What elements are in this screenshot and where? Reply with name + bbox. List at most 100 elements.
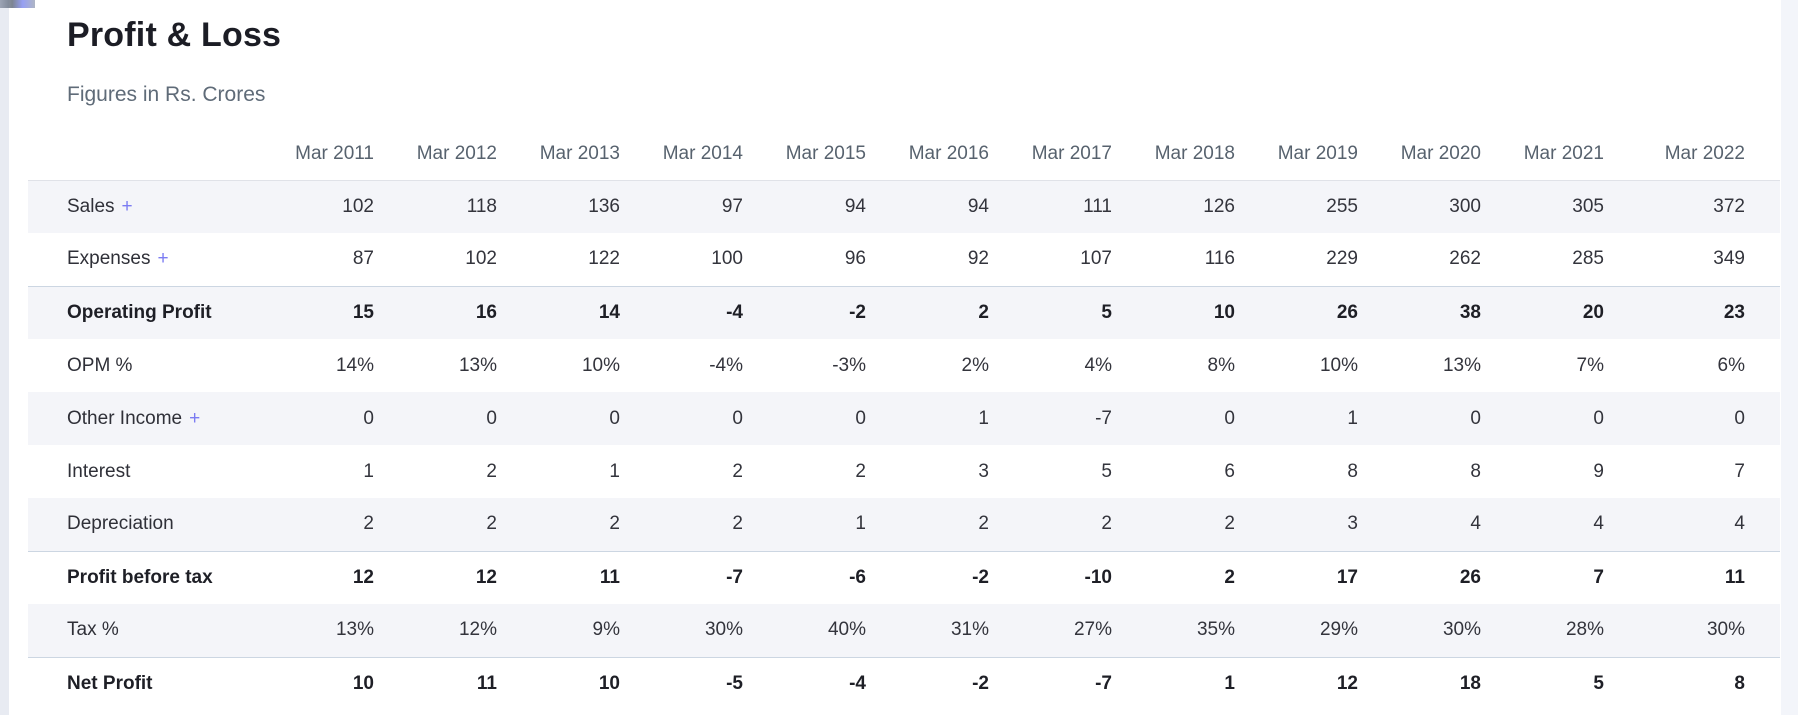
page-left-gutter xyxy=(0,0,9,715)
value-cell: 1 xyxy=(363,460,374,482)
value-cell: 4 xyxy=(1593,513,1604,535)
value-cell: 102 xyxy=(465,248,497,270)
value-cell: 372 xyxy=(1713,195,1745,217)
value-cell: 26 xyxy=(1459,566,1481,588)
value-cell: 0 xyxy=(609,407,620,429)
plus-icon[interactable]: + xyxy=(189,407,201,429)
table-row: Tax % 13% 12% 9% 30% 40% 31% 27% 35% 29% 30% 28% 30% xyxy=(28,604,1780,657)
table-row: OPM % 14% 13% 10% -4% -3% 2% 4% 8% 10% 13% 7% 6% xyxy=(28,339,1780,392)
row-label-text: Profit before tax xyxy=(67,566,213,588)
value-cell: 3 xyxy=(1347,513,1358,535)
value-cell: 10 xyxy=(352,672,374,694)
column-header: Mar 2017 xyxy=(989,128,1112,181)
value-cell: 8% xyxy=(1207,354,1235,376)
value-cell: 300 xyxy=(1449,195,1481,217)
row-label-text: Sales xyxy=(67,195,115,217)
row-label-text: Interest xyxy=(67,460,131,482)
value-cell: 11 xyxy=(1724,566,1745,588)
value-cell: 0 xyxy=(1593,407,1604,429)
row-label: Tax % xyxy=(28,604,251,657)
value-cell: 12 xyxy=(1336,672,1358,694)
column-header: Mar 2018 xyxy=(1112,128,1235,181)
value-cell: 0 xyxy=(1734,407,1745,429)
table-body: Sales +102 118 136 97 94 94 111 126 255 300 305 372 E… xyxy=(28,180,1780,710)
value-cell: 2 xyxy=(363,513,374,535)
row-label[interactable]: Sales + xyxy=(28,180,251,233)
value-cell: -7 xyxy=(1095,407,1112,429)
value-cell: 5 xyxy=(1101,301,1112,323)
value-cell: 11 xyxy=(599,566,620,588)
value-cell: 10 xyxy=(598,672,620,694)
row-label: Depreciation xyxy=(28,498,251,551)
value-cell: 17 xyxy=(1336,566,1358,588)
profit-loss-section: Profit & Loss Figures in Rs. Crores Mar … xyxy=(28,0,1780,710)
value-cell: 3 xyxy=(978,460,989,482)
column-header: Mar 2012 xyxy=(374,128,497,181)
value-cell: -7 xyxy=(726,566,743,588)
row-label-text: Expenses xyxy=(67,248,151,270)
table-row: Other Income +0 0 0 0 0 1 -7 0 1 0 0 0 xyxy=(28,392,1780,445)
value-cell: -3% xyxy=(832,354,866,376)
row-label[interactable]: Other Income + xyxy=(28,392,251,445)
value-cell: 100 xyxy=(711,248,743,270)
value-cell: 2 xyxy=(732,513,743,535)
value-cell: 28% xyxy=(1565,619,1604,641)
value-cell: 0 xyxy=(486,407,497,429)
page-right-gutter xyxy=(1781,0,1798,715)
value-cell: 6 xyxy=(1224,460,1235,482)
value-cell: 9 xyxy=(1593,460,1604,482)
row-label[interactable]: Expenses + xyxy=(28,233,251,286)
row-label: Operating Profit xyxy=(28,286,251,339)
value-cell: 349 xyxy=(1713,248,1745,270)
value-cell: 255 xyxy=(1326,195,1358,217)
value-cell: 27% xyxy=(1073,619,1112,641)
page-title: Profit & Loss xyxy=(67,16,282,54)
column-header: Mar 2016 xyxy=(866,128,989,181)
value-cell: -4 xyxy=(849,672,866,694)
value-cell: 2 xyxy=(1101,513,1112,535)
table-row: Depreciation 2 2 2 2 1 2 2 2 3 4 4 4 xyxy=(28,498,1780,551)
row-label-text: Depreciation xyxy=(67,513,174,535)
value-cell: 118 xyxy=(466,195,497,217)
row-label-header xyxy=(28,128,251,181)
value-cell: 97 xyxy=(721,195,743,217)
row-label-text: Net Profit xyxy=(67,672,153,694)
row-label-text: OPM % xyxy=(67,354,133,376)
window-edge-artifact xyxy=(0,0,35,8)
row-label-text: Operating Profit xyxy=(67,301,212,323)
value-cell: 12 xyxy=(475,566,497,588)
value-cell: -5 xyxy=(726,672,743,694)
value-cell: 31% xyxy=(950,619,989,641)
value-cell: 29% xyxy=(1319,619,1358,641)
value-cell: 2 xyxy=(855,460,866,482)
value-cell: 7 xyxy=(1593,566,1604,588)
profit-loss-table: Mar 2011 Mar 2012 Mar 2013 Mar 2014 Mar 2015… xyxy=(28,128,1780,710)
value-cell: -2 xyxy=(849,301,866,323)
value-cell: 94 xyxy=(967,195,989,217)
value-cell: 7% xyxy=(1576,354,1604,376)
value-cell: 1 xyxy=(1347,407,1358,429)
table-row: Sales +102 118 136 97 94 94 111 126 255 300 305 372 xyxy=(28,180,1780,233)
plus-icon[interactable]: + xyxy=(121,195,133,217)
value-cell: 8 xyxy=(1347,460,1358,482)
value-cell: 229 xyxy=(1326,248,1358,270)
value-cell: 23 xyxy=(1723,301,1745,323)
value-cell: -6 xyxy=(849,566,866,588)
value-cell: 0 xyxy=(732,407,743,429)
value-cell: 107 xyxy=(1080,248,1112,270)
value-cell: 10 xyxy=(1213,301,1235,323)
value-cell: -7 xyxy=(1095,672,1112,694)
value-cell: 13% xyxy=(335,619,374,641)
value-cell: 7 xyxy=(1734,460,1745,482)
column-header: Mar 2019 xyxy=(1235,128,1358,181)
value-cell: 10% xyxy=(1319,354,1358,376)
value-cell: 8 xyxy=(1470,460,1481,482)
value-cell: -4% xyxy=(709,354,743,376)
value-cell: 122 xyxy=(588,248,620,270)
plus-icon[interactable]: + xyxy=(157,248,169,270)
table-row: Operating Profit 15 16 14 -4 -2 2 5 10 26 38 20 23 xyxy=(28,286,1780,339)
value-cell: 0 xyxy=(363,407,374,429)
row-label-text: Tax % xyxy=(67,619,119,641)
value-cell: 2% xyxy=(961,354,989,376)
value-cell: 0 xyxy=(855,407,866,429)
